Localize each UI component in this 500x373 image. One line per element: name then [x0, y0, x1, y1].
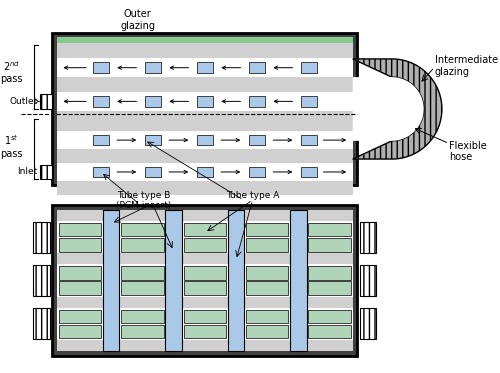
Polygon shape	[352, 77, 424, 141]
Bar	[58, 282, 101, 295]
Bar	[57, 181, 352, 195]
Bar	[360, 308, 376, 339]
Bar	[300, 96, 317, 107]
Bar	[196, 135, 213, 145]
Bar	[246, 282, 288, 295]
Bar	[57, 221, 352, 253]
Bar	[360, 222, 376, 253]
Bar	[121, 223, 164, 236]
Bar	[184, 266, 226, 280]
Bar	[308, 325, 351, 338]
Bar	[228, 210, 244, 351]
Bar	[184, 238, 226, 251]
Bar	[144, 96, 161, 107]
Bar	[57, 37, 352, 43]
Text: Flexible
hose: Flexible hose	[449, 141, 487, 162]
Bar	[196, 96, 213, 107]
Bar	[184, 282, 226, 295]
Bar	[290, 210, 306, 351]
Bar	[57, 111, 352, 126]
Bar	[57, 264, 352, 297]
Bar	[58, 325, 101, 338]
Bar	[57, 308, 352, 340]
Bar	[300, 62, 317, 73]
Bar	[248, 135, 265, 145]
Bar	[144, 62, 161, 73]
Bar	[308, 223, 351, 236]
Bar	[300, 167, 317, 177]
Bar	[360, 265, 376, 296]
Text: 2$^{nd}$
pass: 2$^{nd}$ pass	[0, 59, 22, 84]
Bar	[308, 238, 351, 251]
Bar	[57, 210, 352, 351]
Bar	[246, 310, 288, 323]
Bar	[92, 96, 109, 107]
Bar	[57, 37, 352, 181]
Bar	[246, 266, 288, 280]
Bar	[57, 58, 352, 77]
Bar	[57, 92, 352, 111]
Bar	[308, 266, 351, 280]
Bar	[308, 310, 351, 323]
Bar	[121, 238, 164, 251]
Text: Outer
glazing: Outer glazing	[120, 9, 155, 31]
Bar	[196, 62, 213, 73]
Bar	[246, 325, 288, 338]
Text: Inlet: Inlet	[18, 167, 38, 176]
Bar	[166, 210, 182, 351]
Bar	[57, 149, 352, 163]
Bar	[184, 310, 226, 323]
Text: Outlet: Outlet	[10, 97, 38, 106]
Bar	[57, 253, 352, 264]
Text: Tube type B
(PCM insert): Tube type B (PCM insert)	[116, 191, 171, 210]
Bar	[184, 223, 226, 236]
Bar	[57, 43, 352, 58]
Bar	[52, 206, 358, 355]
Text: Intermediate
glazing: Intermediate glazing	[434, 55, 498, 77]
Bar	[144, 135, 161, 145]
Bar	[103, 210, 120, 351]
Bar	[57, 131, 352, 149]
Bar	[58, 238, 101, 251]
Bar	[248, 62, 265, 73]
Polygon shape	[352, 59, 442, 159]
Bar	[40, 94, 52, 109]
Bar	[57, 210, 352, 221]
Bar	[246, 223, 288, 236]
Bar	[57, 111, 352, 117]
Bar	[58, 223, 101, 236]
Bar	[57, 297, 352, 308]
Bar	[33, 308, 50, 339]
Bar	[58, 266, 101, 280]
Bar	[57, 340, 352, 351]
Bar	[196, 167, 213, 177]
Bar	[57, 77, 352, 92]
Text: Tube type A: Tube type A	[226, 191, 280, 200]
Bar	[121, 325, 164, 338]
Bar	[52, 32, 358, 185]
Bar	[246, 238, 288, 251]
Bar	[58, 310, 101, 323]
Bar	[57, 210, 352, 351]
Bar	[144, 167, 161, 177]
Bar	[40, 165, 52, 179]
Bar	[121, 310, 164, 323]
Bar	[92, 167, 109, 177]
Bar	[248, 167, 265, 177]
Bar	[121, 282, 164, 295]
Bar	[121, 266, 164, 280]
Bar	[184, 325, 226, 338]
Bar	[92, 62, 109, 73]
Text: 1$^{st}$
pass: 1$^{st}$ pass	[0, 134, 22, 159]
Bar	[92, 135, 109, 145]
Bar	[33, 222, 50, 253]
Bar	[33, 265, 50, 296]
Bar	[57, 117, 352, 131]
Bar	[57, 163, 352, 181]
Bar	[300, 135, 317, 145]
Bar	[248, 96, 265, 107]
Bar	[308, 282, 351, 295]
